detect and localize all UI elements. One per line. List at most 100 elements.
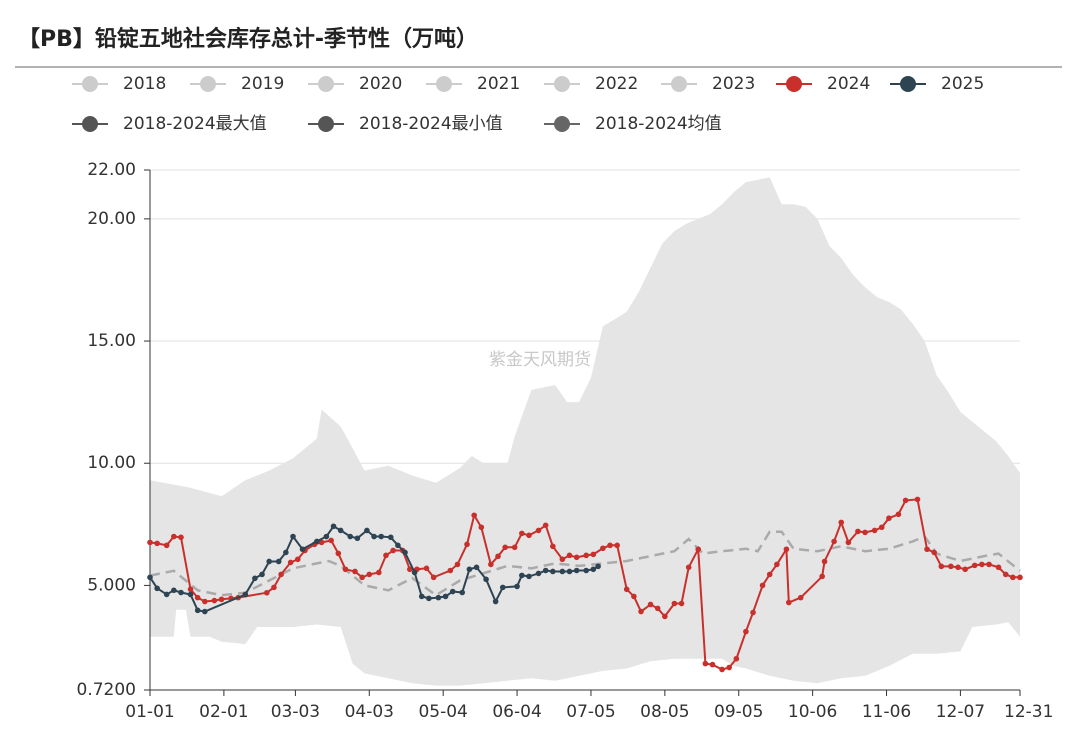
data-point <box>259 571 265 578</box>
legend-label: 2025 <box>941 74 984 94</box>
y-tick-label: 20.00 <box>87 209 136 229</box>
average-line <box>149 530 1021 597</box>
data-point <box>299 546 306 553</box>
plot: 0.7200 5.000 10.00 15.00 20.00 22.00 紫金天风期货 01-… <box>77 160 1054 722</box>
data-point <box>871 527 878 534</box>
data-point <box>573 554 580 561</box>
data-point <box>831 538 837 545</box>
data-point <box>483 576 489 583</box>
data-point <box>590 551 597 558</box>
y-tick-label: 15.00 <box>87 331 136 351</box>
data-point <box>263 589 270 596</box>
data-point <box>266 558 272 565</box>
data-point <box>695 546 702 553</box>
x-tick-label: 06-04 <box>492 702 541 722</box>
legend-marker <box>436 76 452 92</box>
y-tick-label: 5.000 <box>87 575 136 595</box>
data-point <box>623 586 630 593</box>
legend-label: 2018-2024最大值 <box>123 114 267 134</box>
data-point <box>499 584 506 591</box>
data-point <box>995 564 1002 571</box>
data-point <box>542 567 549 574</box>
data-point <box>511 544 518 551</box>
data-point <box>147 574 153 581</box>
legend-label: 2020 <box>359 74 402 94</box>
data-point <box>354 535 361 542</box>
data-point <box>163 542 170 549</box>
legend-label: 2021 <box>477 74 520 94</box>
data-point <box>535 527 542 534</box>
data-point <box>550 568 556 575</box>
legend: 2018 2019 2020 2021 2022 2023 2024 2025 2018-202… <box>72 74 984 134</box>
data-point <box>550 543 556 550</box>
y-tick-label: 10.00 <box>87 453 136 473</box>
data-point <box>352 568 358 575</box>
data-point <box>171 587 177 594</box>
data-point <box>323 533 330 540</box>
data-point <box>411 569 418 576</box>
data-point <box>914 496 921 503</box>
data-point <box>566 568 573 575</box>
data-point <box>678 600 685 607</box>
data-point <box>519 530 525 537</box>
data-point <box>187 591 194 598</box>
data-point <box>895 511 902 518</box>
data-point <box>845 539 852 546</box>
data-point <box>314 538 320 545</box>
data-point <box>418 593 425 600</box>
data-point <box>559 556 566 563</box>
legend-marker <box>82 116 98 132</box>
data-point <box>566 552 573 559</box>
data-point <box>774 561 780 568</box>
data-point <box>595 563 601 570</box>
data-point <box>466 566 473 573</box>
data-point <box>647 601 654 608</box>
data-point <box>514 583 520 590</box>
legend-marker <box>200 76 216 92</box>
data-point <box>559 568 566 575</box>
data-point <box>1017 574 1023 581</box>
y-tick-label: 22.00 <box>87 160 136 180</box>
data-point <box>171 533 177 540</box>
x-tick-label: 07-05 <box>566 702 615 722</box>
data-point <box>931 549 937 556</box>
data-point <box>454 561 461 568</box>
data-point <box>962 566 968 573</box>
data-point <box>364 527 370 534</box>
data-point <box>194 607 201 614</box>
series-line <box>149 524 599 613</box>
legend-label: 2022 <box>595 74 638 94</box>
data-point <box>337 527 344 534</box>
data-point <box>426 595 432 602</box>
data-point <box>662 613 668 620</box>
data-point <box>283 549 289 556</box>
data-point <box>979 561 985 568</box>
data-point <box>709 661 716 668</box>
data-point <box>535 570 542 577</box>
data-point <box>948 563 954 570</box>
data-point <box>459 589 466 596</box>
data-point <box>464 541 470 548</box>
data-point <box>202 608 208 615</box>
legend-label: 2019 <box>241 74 284 94</box>
data-point <box>743 628 749 635</box>
x-tick-label: 01-01 <box>125 702 174 722</box>
data-point <box>371 533 377 540</box>
data-point <box>726 664 733 671</box>
data-point <box>187 586 194 593</box>
data-point <box>519 572 525 579</box>
data-point <box>359 574 365 581</box>
max-band <box>150 177 1020 691</box>
x-tick-label: 03-03 <box>271 702 320 722</box>
data-point <box>178 589 184 596</box>
y-tick-label: 0.7200 <box>77 680 136 700</box>
legend-label: 2023 <box>712 74 755 94</box>
data-point <box>435 594 442 601</box>
data-point <box>335 550 342 557</box>
data-point <box>783 546 790 553</box>
data-point <box>685 564 692 571</box>
data-point <box>202 598 208 605</box>
data-point <box>862 529 868 536</box>
data-point <box>600 545 606 552</box>
